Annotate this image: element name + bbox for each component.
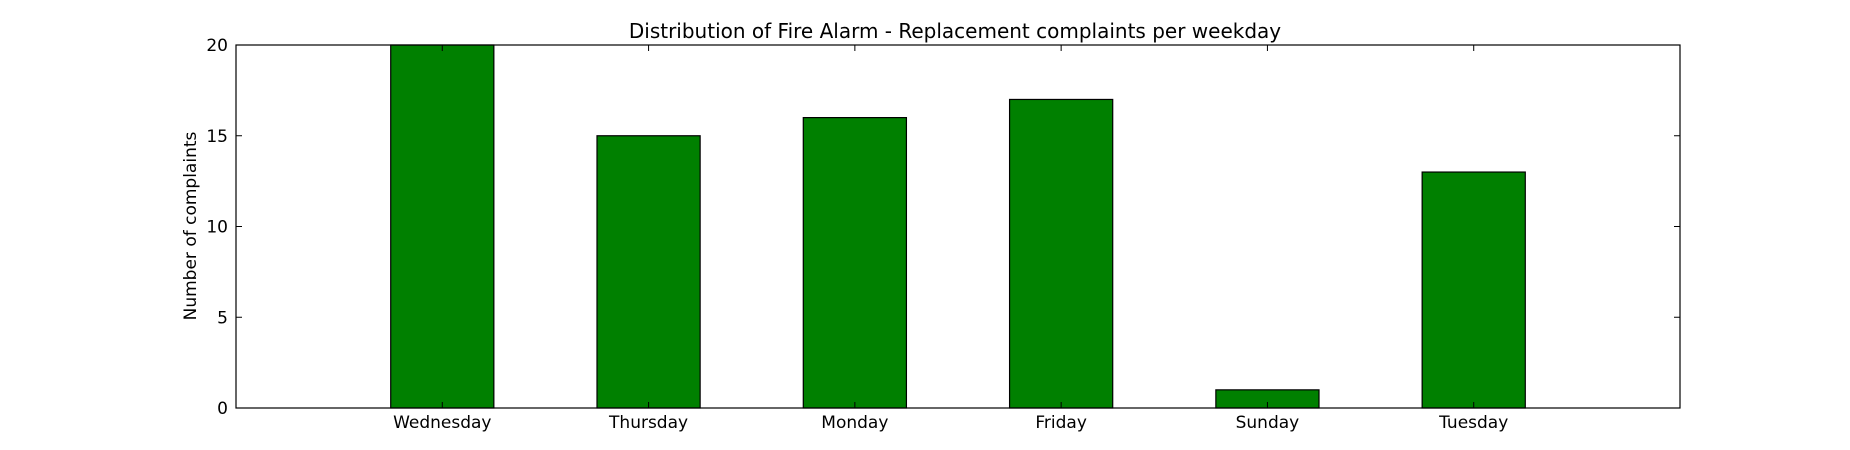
x-tick-label: Sunday bbox=[1236, 413, 1300, 433]
axis-ticks: Wednesday Thursday Monday Friday Sunday Tuesd… bbox=[206, 36, 1680, 433]
y-tick-label: 10 bbox=[206, 218, 228, 238]
x-tick-label: Thursday bbox=[608, 413, 688, 433]
chart-title: Distribution of Fire Alarm - Replacement… bbox=[629, 19, 1281, 43]
y-tick-label: 20 bbox=[206, 36, 228, 56]
bars bbox=[390, 44, 1526, 409]
x-tick-label: Tuesday bbox=[1438, 413, 1508, 433]
y-tick-label: 5 bbox=[217, 308, 228, 328]
bar-monday bbox=[802, 116, 908, 409]
bar-thursday bbox=[596, 135, 701, 409]
bar-tuesday bbox=[1421, 171, 1526, 409]
y-tick-label: 15 bbox=[206, 127, 228, 147]
bar-friday bbox=[1008, 98, 1114, 409]
x-tick-label: Monday bbox=[821, 413, 888, 433]
x-tick-label: Wednesday bbox=[393, 413, 491, 433]
plot-frame bbox=[235, 44, 1681, 409]
y-axis-label: Number of complaints bbox=[181, 131, 201, 320]
bar-wednesday bbox=[390, 44, 495, 409]
y-tick-label: 0 bbox=[217, 399, 228, 419]
x-tick-label: Friday bbox=[1035, 413, 1087, 433]
